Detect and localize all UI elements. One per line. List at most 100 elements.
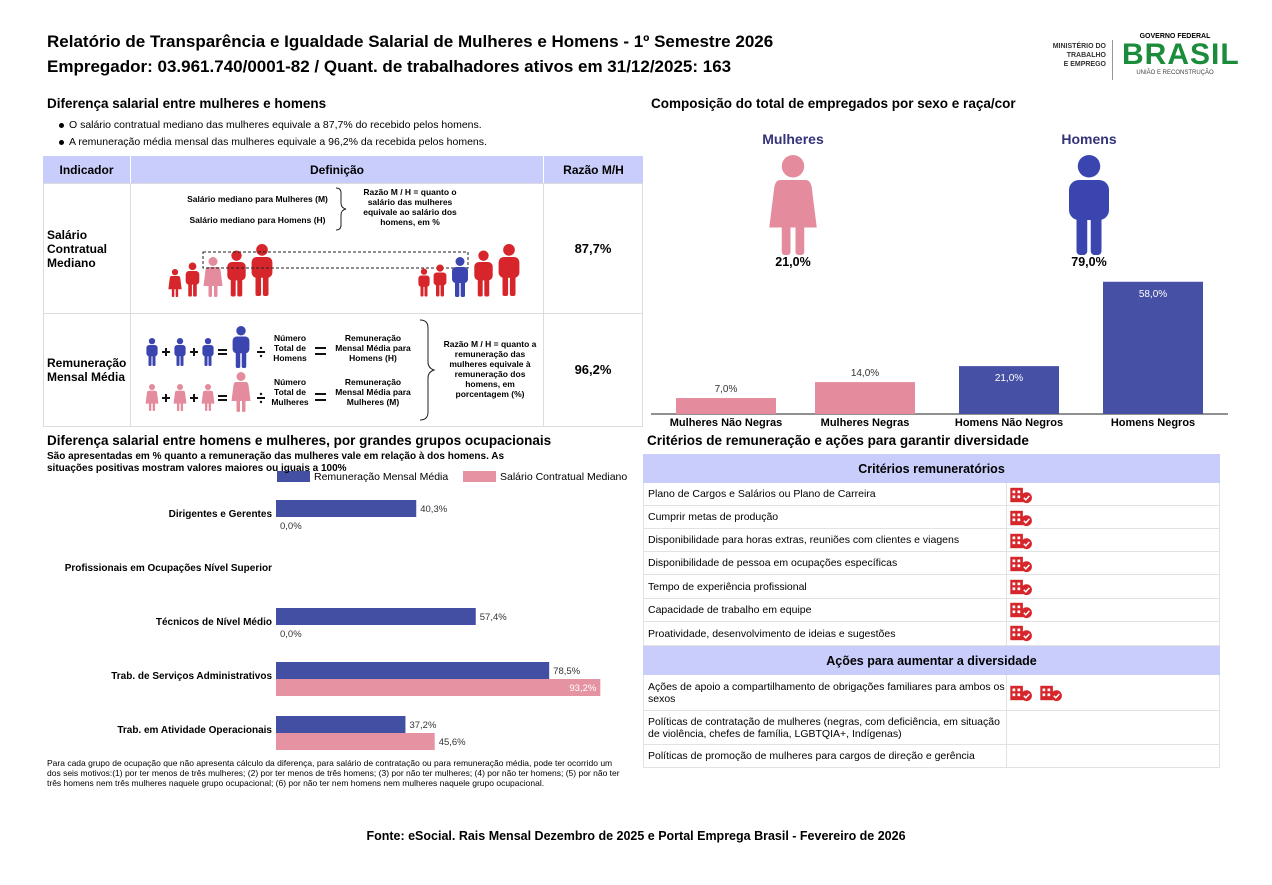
source: Fonte: eSocial. Rais Mensal Dezembro de … [366,829,906,843]
category-label: Dirigentes e Gerentes [169,509,273,520]
circle [259,392,263,396]
logo-divider [1112,40,1113,80]
icon-cell [1006,675,1220,711]
criteria-item: Cumprir metas de produção [643,506,1007,529]
category-label: Homens Negros [1111,417,1195,429]
rect [202,251,469,269]
column-header: Indicador [43,156,130,183]
icon-cell [1006,506,1220,529]
legend-label: Remuneração Mensal Média [314,471,448,483]
bar [676,398,776,414]
value-label: 0,0% [280,521,302,532]
criteria-item: Plano de Cargos e Salários ou Plano de C… [643,483,1007,506]
definition-text: Remuneração Mensal Média para Homens (H) [335,333,411,363]
logo-line: TRABALHO [1066,52,1106,59]
circle [259,354,263,358]
path [218,349,227,401]
definition-text: Remuneração Mensal Média para Mulheres (… [335,377,411,407]
category-label: Trab. de Serviços Administrativos [111,671,272,682]
icon-cell [1006,575,1220,599]
bar [276,608,476,625]
value-label: 7,0% [715,384,738,395]
bar [276,733,435,750]
section-title: Composição do total de empregados por se… [651,96,1016,111]
group-share: 79,0% [1071,255,1107,269]
group-share: 21,0% [775,255,811,269]
occupation-chart: Remuneração Mensal Média Salário Contratu… [65,471,627,750]
logo-line: MINISTÉRIO DO [1052,43,1106,50]
legend-label: Salário Contratual Mediano [500,471,627,483]
cell [543,313,643,427]
icon-cell [1006,552,1220,575]
value-label: 14,0% [851,368,879,379]
definition-text: Salário mediano para Homens (H) [189,215,326,225]
path [335,187,347,231]
path [162,348,198,402]
path [257,351,265,399]
bar [276,679,601,696]
bar [276,716,406,733]
value-label: 40,3% [420,504,447,515]
value-label: 0,0% [280,629,302,640]
brand: BRASIL [1122,38,1240,71]
criteria-item: Políticas de promoção de mulheres para c… [643,745,1007,768]
icon-cell [1006,711,1220,745]
subtitle: Empregador: 03.961.740/0001-82 / Quant. … [47,57,732,76]
indicator: Remuneração Mensal Média [47,356,127,384]
g [162,347,326,402]
criteria-item: Tempo de experiência profissional [643,575,1007,599]
legend-swatch [463,471,496,482]
criteria-item: Ações de apoio a compartilhamento de obr… [643,675,1007,711]
bar [815,382,915,414]
section-title: Diferença salarial entre homens e mulher… [47,433,552,448]
description: São apresentadas em % quanto a remuneraç… [47,451,505,474]
section-header: Critérios remuneratórios [643,454,1220,483]
tagline: UNIÃO E RECONSTRUÇÃO [1136,70,1214,76]
ratio: 96,2% [574,362,612,377]
composition-chart: 7,0% Mulheres Não Negras 14,0% Mulheres Neg… [670,281,1203,429]
gov-label: GOVERNO FEDERAL [1139,33,1211,40]
section-title: Critérios de remuneração e ações para ga… [647,433,1029,448]
criteria-item: Capacidade de trabalho em equipe [643,599,1007,622]
logo-line: E EMPREGO [1063,61,1106,68]
bar [276,500,417,517]
definition-text: Salário mediano para Mulheres (M) [187,194,328,204]
use [1069,155,1109,255]
table-art [145,187,520,421]
circle [259,346,263,350]
use [769,155,817,255]
column-header: Definição [131,156,543,183]
value-label: 57,4% [480,612,507,623]
composition-figures [769,155,1109,255]
definition-note: Razão M / H = quanto a remuneração das m… [443,339,537,399]
category-label: Mulheres Negras [821,417,910,429]
value-label: 78,5% [553,666,580,677]
section-title: Diferença salarial entre mulheres e home… [47,96,327,111]
indicator: Salário Contratual Mediano [47,227,107,270]
circle [259,400,263,404]
path [419,319,436,421]
value-label: 93,2% [569,683,596,694]
criteria-item: Políticas de contratação de mulheres (ne… [643,711,1007,745]
definition-text: Número Total de Homens [273,333,307,363]
category-label: Homens Não Negros [955,417,1063,429]
gov-logo: GOVERNO FEDERAL BRASIL UNIÃO E RECONSTRU… [1122,33,1240,76]
category-label: Técnicos de Nível Médio [156,617,272,628]
ratio: 87,7% [574,240,612,256]
bullet: A remuneração média mensal das mulheres … [57,136,487,148]
title: Relatório de Transparência e Igualdade S… [47,32,774,51]
bullet: O salário contratual mediano das mulhere… [57,119,482,131]
category-label: Trab. em Atividade Operacionais [117,725,272,736]
criteria-item: Disponibilidade para horas extras, reuni… [643,529,1007,552]
bar [959,366,1059,414]
definition-note: Razão M / H = quanto o salário das mulhe… [363,187,457,227]
section-header: Ações para aumentar a diversidade [643,646,1220,675]
definition-text: Número Total de Mulheres [271,377,309,407]
category-label: Profissionais em Ocupações Nível Superio… [65,563,272,574]
group-label: Mulheres [762,131,824,147]
icon-cell [1006,483,1220,506]
icon-cell [1006,745,1220,768]
